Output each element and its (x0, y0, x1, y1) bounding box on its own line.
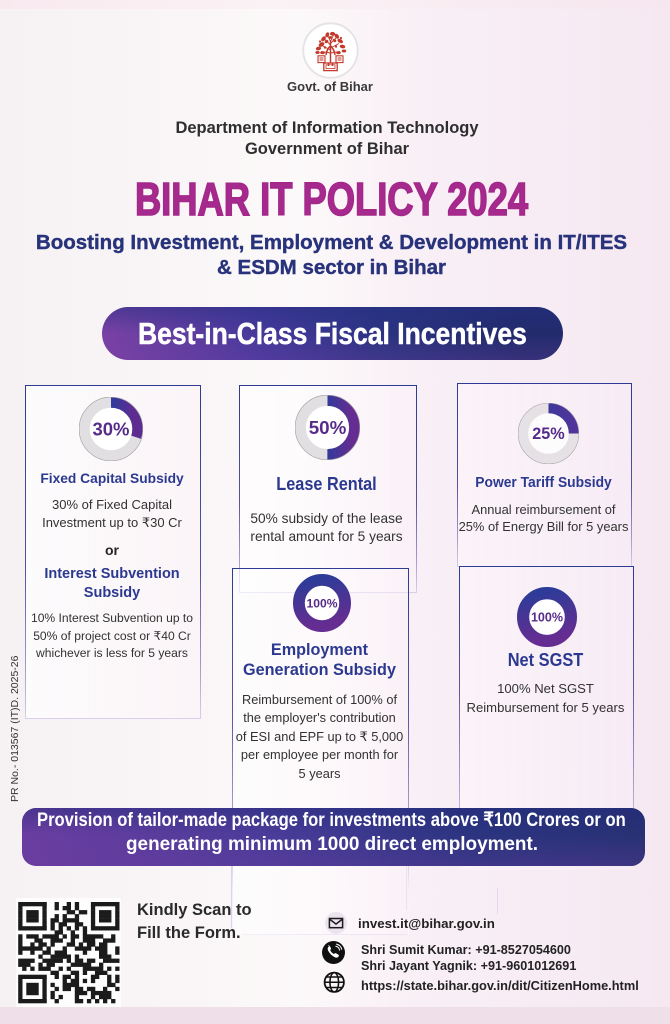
svg-text:100%: 100% (306, 596, 337, 610)
svg-text:25%: 25% (532, 425, 564, 443)
svg-text:100%: 100% (531, 611, 563, 625)
svg-text:30%: 30% (92, 419, 129, 440)
svg-text:50%: 50% (309, 417, 347, 438)
